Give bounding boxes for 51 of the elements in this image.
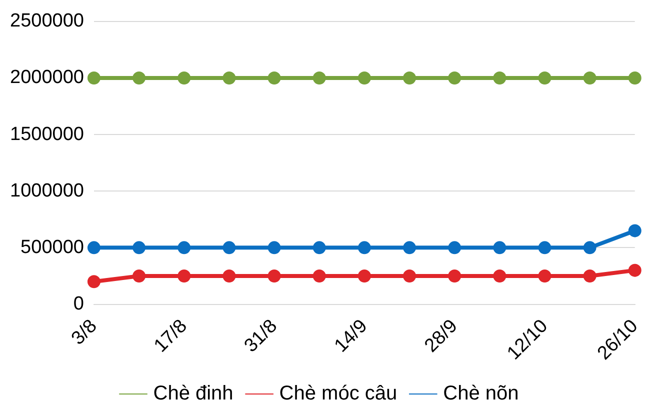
legend-label: Chè đinh	[153, 382, 234, 405]
point	[583, 241, 596, 254]
point	[403, 241, 416, 254]
point	[358, 269, 371, 282]
point	[493, 269, 506, 282]
point	[87, 275, 100, 288]
point	[448, 71, 462, 84]
point	[268, 269, 281, 282]
point	[358, 71, 371, 84]
point	[493, 241, 506, 254]
legend-label: Chè nõn	[443, 382, 519, 405]
point	[222, 71, 236, 84]
point	[312, 241, 326, 254]
point	[87, 241, 100, 254]
y-tick-label: 1500000	[10, 124, 84, 145]
point	[178, 71, 191, 84]
point	[132, 71, 146, 84]
point	[628, 264, 642, 277]
point	[583, 269, 596, 282]
point	[268, 71, 281, 84]
point	[448, 269, 462, 282]
point	[628, 224, 642, 238]
point	[222, 241, 236, 254]
point	[493, 71, 506, 84]
x-tick-label: 3/8	[68, 316, 102, 350]
y-tick-label: 2000000	[10, 67, 84, 88]
point	[132, 241, 146, 254]
point	[403, 71, 416, 84]
point	[312, 71, 326, 84]
legend-label: Chè móc câu	[279, 382, 398, 405]
point	[268, 241, 281, 254]
point	[312, 269, 326, 282]
y-tick-label: 1000000	[10, 180, 84, 202]
point	[538, 241, 552, 254]
point	[583, 71, 596, 84]
y-tick-label: 2500000	[10, 10, 84, 32]
point	[222, 269, 236, 282]
point	[178, 269, 191, 282]
y-tick-label: 500000	[20, 236, 84, 258]
y-tick-label: 0	[73, 293, 84, 314]
x-tick-label: 31/8	[240, 316, 282, 357]
point	[628, 71, 642, 84]
x-tick-label: 14/9	[330, 316, 372, 357]
point	[448, 241, 462, 254]
point	[87, 71, 100, 84]
point	[538, 269, 552, 282]
point	[403, 269, 416, 282]
point	[178, 241, 191, 254]
point	[538, 71, 552, 84]
point	[358, 241, 371, 254]
point	[132, 269, 146, 282]
